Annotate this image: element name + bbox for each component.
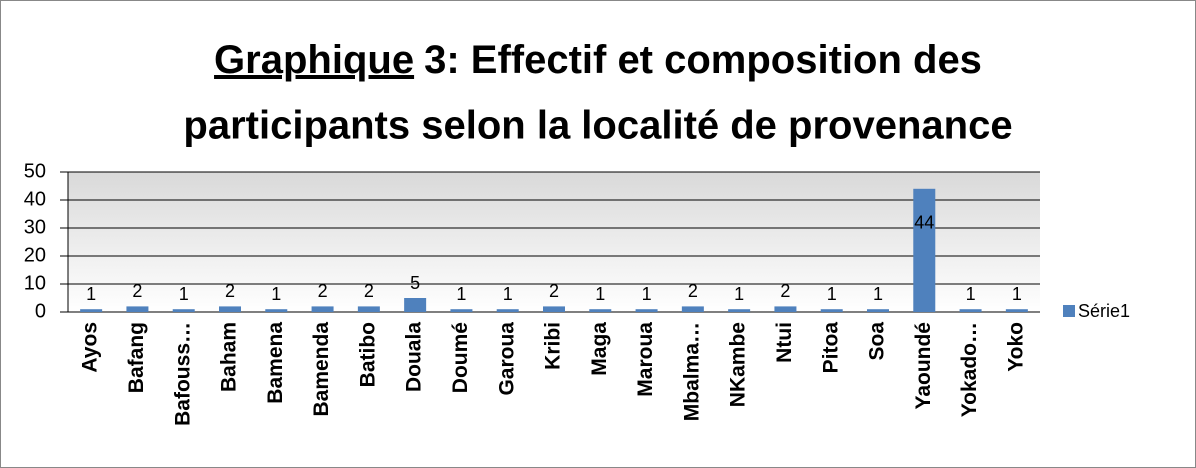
bar [450,309,473,312]
bar [589,309,612,312]
data-label: 1 [503,284,513,304]
data-label: 1 [456,284,466,304]
x-tick-label: Soa [866,322,889,361]
data-label: 2 [364,281,374,301]
x-tick-label: Maga [588,322,611,376]
bar [867,309,889,312]
bar [126,306,149,312]
x-tick-label: Ntui [773,322,796,363]
x-tick-label: Garoua [495,322,518,396]
x-tick-label: NKambe [727,322,750,407]
data-label: 1 [1012,284,1022,304]
data-label: 2 [688,281,698,301]
data-label: 2 [225,281,235,301]
y-tick-label: 50 [24,160,46,182]
x-tick-label: Douala [403,322,426,392]
bar [311,306,334,312]
x-tick-label: Pitoa [819,322,842,374]
y-tick-label: 20 [24,244,46,266]
title-underlined: Graphique [214,38,414,82]
x-tick-label: Yokado… [958,322,981,417]
bar [265,309,288,312]
bar [80,309,103,312]
x-tick-label: Bafang [125,322,148,393]
data-label: 1 [642,284,652,304]
data-label: 2 [132,281,142,301]
data-label: 1 [827,284,837,304]
title-line: 3: Effectif et composition des [424,38,982,82]
x-tick-label: Yaoundé [912,322,935,410]
bar [959,309,982,312]
bar [1005,309,1028,312]
data-label: 44 [914,213,934,233]
x-tick-label: Bafouss… [171,322,194,426]
y-tick-label: 40 [24,188,46,210]
x-tick-label: Bamena [264,322,287,404]
data-label: 5 [410,273,420,293]
chart-title: Graphique 3: Effectif et composition des [214,38,982,82]
y-tick-label: 10 [24,272,46,294]
data-label: 1 [734,284,744,304]
x-tick-label: Batibo [356,322,379,387]
legend-swatch [1063,305,1075,317]
bar [172,309,195,312]
bar [913,188,936,312]
bar [820,309,843,312]
y-tick-label: 0 [35,300,46,322]
x-tick-label: Mbalma… [680,322,703,421]
x-tick-label: Ayos [79,322,102,373]
bar [404,298,427,312]
data-label: 1 [271,284,281,304]
bar [543,306,565,312]
x-tick-label: Maroua [634,322,657,397]
bar [635,309,658,312]
bar [728,309,751,312]
y-tick-label: 30 [24,216,46,238]
data-label: 1 [873,284,883,304]
x-tick-label: Bamenda [310,322,333,417]
x-tick-label: Yoko [1004,322,1027,372]
bar [219,306,241,312]
plot-wall [68,172,1040,312]
x-tick-label: Baham [218,322,241,392]
bar [496,309,519,312]
legend-label: Série1 [1078,301,1130,321]
bar [357,306,380,312]
data-label: 1 [966,284,976,304]
chart-title: participants selon la localité de proven… [183,104,1012,148]
bar [774,306,797,312]
x-tick-label: Kribi [542,322,565,370]
data-label: 2 [318,281,328,301]
data-label: 1 [595,284,605,304]
data-label: 1 [179,284,189,304]
data-label: 2 [549,281,559,301]
data-label: 1 [86,284,96,304]
x-tick-label: Doumé [449,322,472,393]
bar [681,306,704,312]
data-label: 2 [780,281,790,301]
